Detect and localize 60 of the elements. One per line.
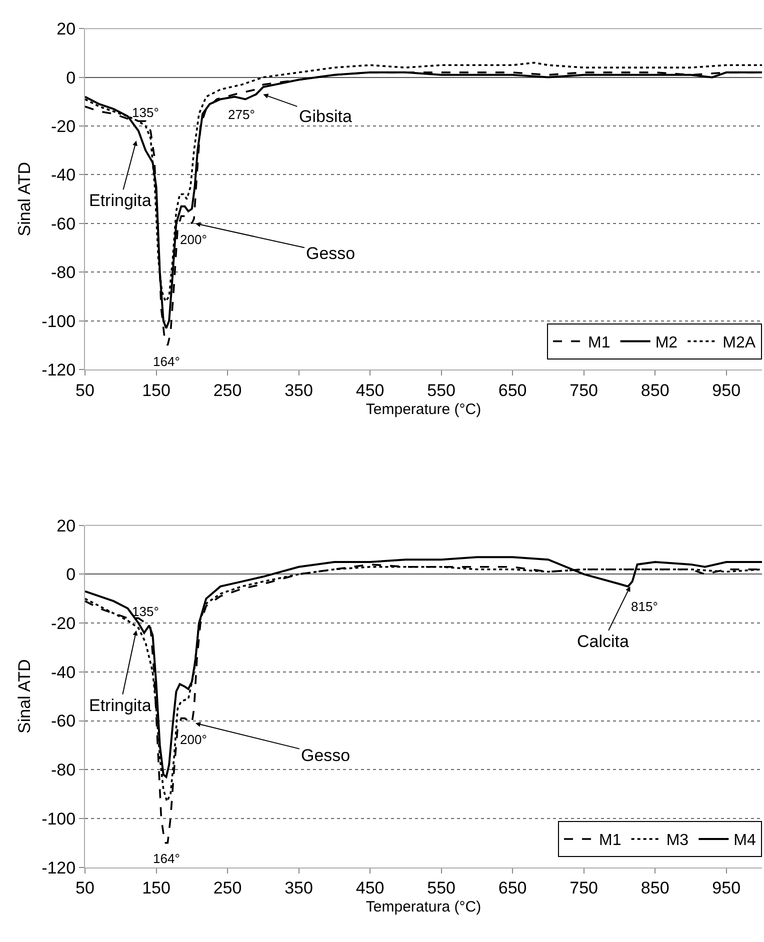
legend-label: M2A <box>722 334 756 352</box>
x-tick-label: 950 <box>712 878 741 898</box>
annotation: Calcita <box>577 632 630 651</box>
y-tick-label: -80 <box>51 760 76 780</box>
y-tick-label: -60 <box>51 214 76 234</box>
x-tick-label: 50 <box>76 380 94 400</box>
annotation: Gibsita <box>299 107 352 126</box>
legend-label: M4 <box>734 832 756 850</box>
y-tick-label: -20 <box>51 116 76 136</box>
x-tick-label: 750 <box>570 878 598 898</box>
x-tick-label: 450 <box>356 878 384 898</box>
annotation: Etringita <box>89 696 152 715</box>
annotation: 815° <box>631 599 658 614</box>
x-tick-label: 550 <box>427 878 456 898</box>
x-tick-label: 950 <box>712 380 741 400</box>
x-tick-label: 150 <box>142 878 170 898</box>
y-tick-label: -120 <box>42 360 76 380</box>
x-tick-label: 650 <box>498 380 527 400</box>
x-tick-label: 450 <box>356 380 384 400</box>
x-tick-label: 750 <box>570 380 598 400</box>
x-tick-label: 50 <box>76 878 94 898</box>
x-tick-label: 650 <box>498 878 527 898</box>
x-tick-label: 150 <box>142 380 170 400</box>
y-tick-label: -20 <box>51 614 76 634</box>
annotation: 135° <box>132 105 159 120</box>
x-tick-label: 350 <box>284 878 313 898</box>
annotation: 200° <box>180 732 207 747</box>
legend-label: M2 <box>655 334 678 352</box>
legend-label: M1 <box>599 832 622 850</box>
y-tick-label: -80 <box>51 263 76 282</box>
annotation: 164° <box>153 354 180 369</box>
legend-label: M3 <box>666 832 689 850</box>
y-tick-label: 20 <box>56 20 76 39</box>
annotation: 135° <box>132 604 159 619</box>
y-axis-title: Sinal ATD <box>15 659 34 734</box>
x-tick-label: 850 <box>640 380 670 400</box>
legend-label: M1 <box>588 334 610 352</box>
y-tick-label: -40 <box>51 662 76 682</box>
y-tick-label: -60 <box>51 712 76 731</box>
annotation: 164° <box>153 851 180 866</box>
annotation: 200° <box>180 232 207 247</box>
y-axis-title: Sinal ATD <box>15 162 34 236</box>
annotation: Gesso <box>301 746 350 765</box>
y-tick-label: 0 <box>66 68 76 88</box>
x-tick-label: 250 <box>213 380 242 400</box>
annotation: Gesso <box>306 244 356 263</box>
x-tick-label: 850 <box>640 878 670 898</box>
y-tick-label: -120 <box>42 858 76 878</box>
y-tick-label: 0 <box>66 565 76 584</box>
y-tick-label: -100 <box>42 312 76 331</box>
x-axis-title: Temperatura (°C) <box>366 898 482 916</box>
x-tick-label: 350 <box>284 380 313 400</box>
x-tick-label: 250 <box>213 878 242 898</box>
x-axis-title: Temperature (°C) <box>366 400 482 418</box>
y-tick-label: -40 <box>51 166 76 185</box>
annotation: Etringita <box>89 191 152 210</box>
x-tick-label: 550 <box>427 380 456 400</box>
annotation: 275° <box>228 107 255 122</box>
y-tick-label: 20 <box>56 516 76 536</box>
y-tick-label: -100 <box>42 809 76 828</box>
